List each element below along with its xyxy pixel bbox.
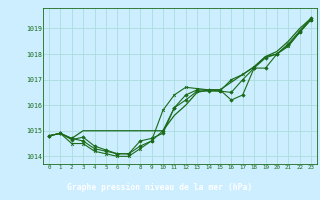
- Text: Graphe pression niveau de la mer (hPa): Graphe pression niveau de la mer (hPa): [68, 182, 252, 192]
